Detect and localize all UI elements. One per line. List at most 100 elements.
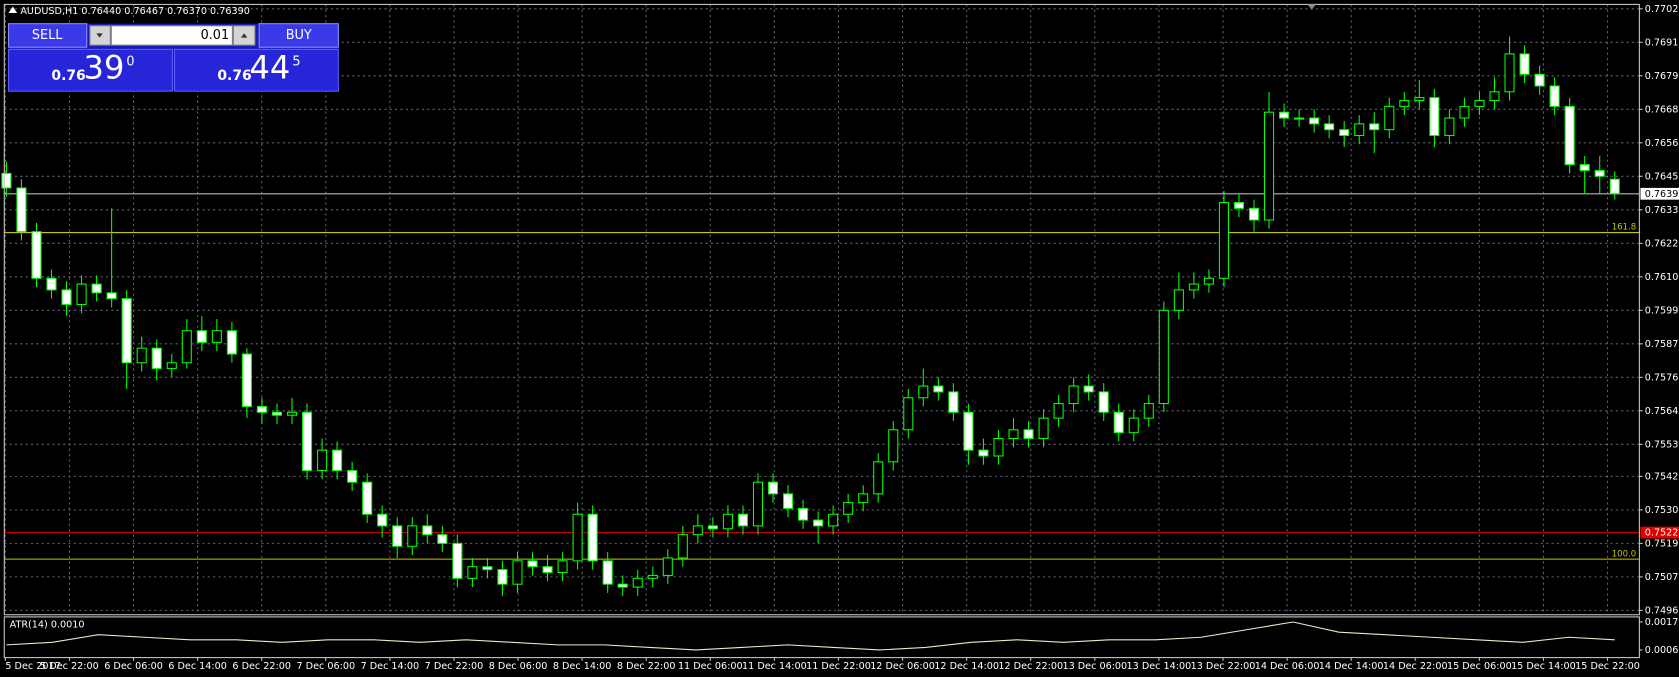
- candle-body: [332, 449, 343, 472]
- candle-body: [918, 385, 929, 399]
- y-tick-label: 0.75875: [1645, 339, 1679, 350]
- candle-body: [106, 292, 117, 300]
- down-arrow: [96, 33, 103, 38]
- candle-body: [858, 493, 869, 504]
- candle-body: [452, 542, 463, 579]
- x-tick-label: 15 Dec 06:00: [1447, 661, 1512, 672]
- x-tick-label: 13 Dec 06:00: [1062, 661, 1127, 672]
- candle-body: [1023, 429, 1034, 440]
- candle-body: [1549, 85, 1560, 107]
- bid-box[interactable]: [8, 48, 173, 92]
- sell-button[interactable]: [8, 23, 88, 48]
- candle-body: [843, 502, 854, 515]
- candle-body: [76, 283, 87, 306]
- x-tick-label: 6 Dec 22:00: [232, 661, 291, 672]
- candle-body: [873, 461, 884, 495]
- x-tick-label: 5 Dec 2017: [5, 661, 60, 672]
- indicator-name: ATR(14) 0.0010: [10, 619, 85, 630]
- x-tick-label: 8 Dec 06:00: [489, 661, 548, 672]
- candle-body: [1489, 91, 1500, 102]
- candle-body: [1594, 169, 1605, 177]
- candle-body: [1203, 277, 1214, 285]
- candle-body: [1143, 403, 1154, 419]
- candle-body: [677, 534, 688, 559]
- candle-body: [1279, 111, 1290, 119]
- candle-body: [1113, 411, 1124, 434]
- candle-body: [1083, 385, 1094, 393]
- candle-body: [437, 534, 448, 544]
- candle-body: [993, 437, 1004, 457]
- candle-body: [752, 481, 764, 527]
- y-tick-label: 0.76335: [1645, 205, 1679, 216]
- candle-body: [467, 566, 478, 579]
- candle-body: [1158, 309, 1169, 405]
- candle-body: [587, 513, 598, 562]
- candle-body: [286, 411, 298, 416]
- x-tick-label: 6 Dec 06:00: [104, 661, 163, 672]
- candle-body: [617, 583, 628, 588]
- x-tick-label: 14 Dec 14:00: [1319, 661, 1384, 672]
- x-tick-label: 15 Dec 14:00: [1511, 661, 1576, 672]
- candle-body: [933, 385, 944, 393]
- trade-panel: SELL 0.01 BUY 0.76 39 0 0.76 44 5: [8, 23, 339, 92]
- candle-body: [1474, 100, 1485, 107]
- y-tick-label: 0.75075: [1645, 572, 1679, 583]
- candle-body: [407, 525, 418, 547]
- candle-body: [1354, 123, 1365, 137]
- buy-button[interactable]: [258, 23, 339, 48]
- candle-body: [1324, 123, 1335, 131]
- bid-big: 39: [84, 49, 125, 87]
- candle-body: [1429, 97, 1440, 137]
- candle-body: [557, 560, 568, 574]
- indicator-frame: [3, 616, 1640, 659]
- y-tick-label: 0.75305: [1645, 505, 1679, 516]
- candle-body: [31, 231, 42, 279]
- candle-body: [1068, 385, 1079, 405]
- candle-body: [61, 289, 72, 306]
- fib-label: 161.8: [1612, 223, 1636, 233]
- x-tick-label: 11 Dec 14:00: [742, 661, 807, 672]
- candle-body: [1038, 417, 1049, 440]
- candle-body: [602, 560, 613, 585]
- lot-input[interactable]: [110, 25, 233, 46]
- candle-body: [1309, 117, 1320, 125]
- shift-marker: [1307, 4, 1317, 10]
- x-tick-label: 8 Dec 14:00: [553, 661, 612, 672]
- candle-body: [572, 513, 583, 562]
- candle-body: [828, 513, 839, 527]
- bid-sup: 0: [126, 55, 134, 70]
- ask-prefix: 0.76: [217, 68, 251, 84]
- bid-prefix: 0.76: [51, 68, 85, 84]
- indicator-line: [6, 621, 1615, 651]
- x-tick-label: 13 Dec 14:00: [1127, 661, 1192, 672]
- fib-label: 100.0: [1612, 549, 1636, 559]
- ask-box[interactable]: [174, 48, 339, 92]
- candle-body: [1173, 289, 1184, 311]
- candle-body: [903, 397, 914, 431]
- candle-body: [662, 557, 673, 576]
- candle-body: [722, 513, 733, 530]
- candle-body: [91, 283, 102, 294]
- candle-body: [737, 513, 748, 527]
- candle-body: [1459, 105, 1470, 119]
- price-tag-label: 0.75227: [1645, 528, 1679, 539]
- candle-body: [151, 347, 162, 370]
- y-tick-label: 0.76795: [1645, 71, 1679, 82]
- candle-body: [512, 560, 523, 585]
- candle-body: [963, 411, 974, 451]
- x-tick-label: 11 Dec 22:00: [806, 661, 871, 672]
- candle-body: [1519, 53, 1530, 75]
- candle-body: [1, 172, 12, 189]
- candle-body: [497, 569, 508, 585]
- x-tick-label: 12 Dec 14:00: [934, 661, 999, 672]
- main-frame: [3, 3, 1640, 616]
- price-tag-label: 0.76390: [1645, 189, 1679, 200]
- chart-title: AUDUSD,H1 0.76440 0.76467 0.76370 0.7639…: [20, 6, 249, 17]
- candle-body: [196, 330, 207, 343]
